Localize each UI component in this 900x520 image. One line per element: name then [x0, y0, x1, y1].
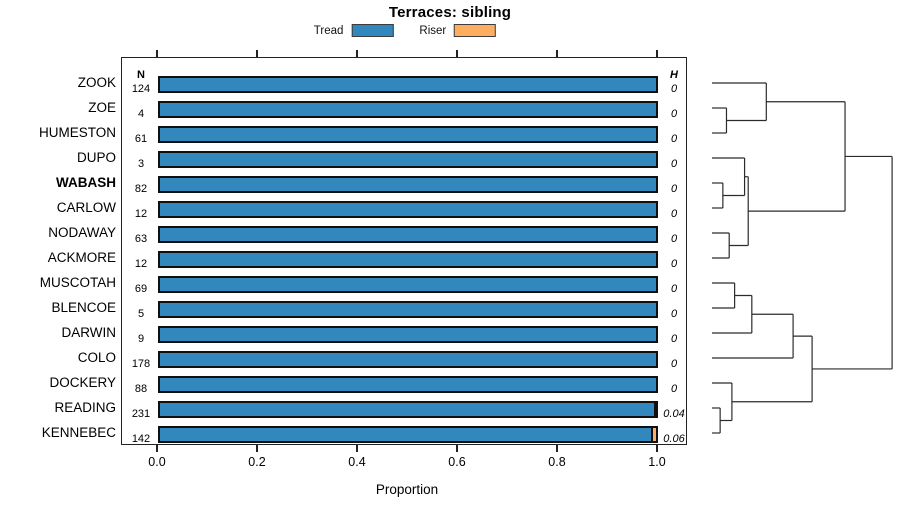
category-label: DOCKERY	[49, 375, 116, 390]
category-label: DUPO	[76, 150, 116, 165]
x-tick-label: 0.2	[248, 455, 266, 469]
legend-swatch-tread	[351, 24, 394, 37]
proportion-bar	[158, 400, 658, 418]
dendrogram	[712, 82, 893, 434]
category-label: ZOE	[88, 100, 116, 115]
h-value: 0	[670, 258, 678, 270]
proportion-bar	[158, 100, 658, 118]
bottom-tick	[256, 445, 258, 452]
legend-item-tread: Tread	[314, 24, 394, 37]
n-value: 5	[137, 308, 145, 320]
proportion-bar	[158, 300, 658, 318]
proportion-bar	[158, 375, 658, 393]
n-value: 4	[137, 108, 145, 120]
bottom-tick	[156, 445, 158, 452]
n-value: 9	[137, 333, 145, 345]
x-tick-label: 0.0	[148, 455, 166, 469]
proportion-bar	[158, 200, 658, 218]
bottom-tick	[556, 445, 558, 452]
category-label: KENNEBEC	[41, 425, 116, 440]
legend: Tread Riser	[314, 24, 497, 37]
n-value: 61	[134, 133, 148, 145]
proportion-bar	[158, 150, 658, 168]
proportion-bar	[158, 350, 658, 368]
x-tick-label: 1.0	[648, 455, 666, 469]
category-label: MUSCOTAH	[39, 275, 116, 290]
n-value: 12	[134, 208, 148, 220]
n-value: 124	[131, 83, 151, 95]
h-value: 0	[670, 383, 678, 395]
n-value: 82	[134, 183, 148, 195]
bottom-tick	[356, 445, 358, 452]
h-column-header: H	[670, 69, 678, 81]
proportion-bar	[158, 175, 658, 193]
x-tick-label: 0.6	[448, 455, 466, 469]
n-value: 178	[131, 358, 151, 370]
n-column-header: N	[137, 69, 145, 81]
top-tick	[556, 50, 558, 57]
h-value: 0	[670, 83, 678, 95]
bottom-tick	[656, 445, 658, 452]
n-value: 88	[134, 383, 148, 395]
legend-label-riser: Riser	[419, 24, 447, 37]
n-value: 231	[131, 408, 151, 420]
category-label: ZOOK	[77, 75, 116, 90]
h-value: 0	[670, 133, 678, 145]
proportion-bar	[158, 125, 658, 143]
top-tick	[256, 50, 258, 57]
h-value: 0	[670, 108, 678, 120]
proportion-bar	[158, 325, 658, 343]
category-label: DARWIN	[61, 325, 116, 340]
h-value: 0	[670, 183, 678, 195]
proportion-bar	[158, 425, 658, 443]
legend-label-tread: Tread	[313, 24, 344, 37]
top-tick	[656, 50, 658, 57]
chart-title: Terraces: sibling	[388, 4, 512, 21]
n-value: 63	[134, 233, 148, 245]
proportion-bar	[158, 75, 658, 93]
n-value: 69	[134, 283, 148, 295]
h-value: 0	[670, 158, 678, 170]
h-value: 0	[670, 233, 678, 245]
category-label: ACKMORE	[47, 250, 116, 265]
proportion-bar	[158, 250, 658, 268]
top-tick	[356, 50, 358, 57]
x-axis-title: Proportion	[375, 482, 439, 497]
top-tick	[456, 50, 458, 57]
category-label: BLENCOE	[51, 300, 116, 315]
category-label: CARLOW	[56, 200, 116, 215]
x-tick-label: 0.4	[348, 455, 366, 469]
h-value: 0	[670, 283, 678, 295]
legend-swatch-riser	[454, 24, 497, 37]
riser-segment	[651, 427, 656, 441]
category-label: NODAWAY	[48, 225, 116, 240]
h-value: 0.04	[663, 408, 685, 420]
proportion-bar	[158, 275, 658, 293]
h-value: 0	[670, 208, 678, 220]
x-tick-label: 0.8	[548, 455, 566, 469]
n-value: 142	[131, 433, 151, 445]
riser-segment	[654, 402, 656, 416]
h-value: 0	[670, 308, 678, 320]
proportion-bar	[158, 225, 658, 243]
category-label: READING	[54, 400, 116, 415]
h-value: 0.06	[663, 433, 685, 445]
h-value: 0	[670, 333, 678, 345]
bottom-tick	[456, 445, 458, 452]
category-label: HUMESTON	[38, 125, 116, 140]
category-label: WABASH	[56, 175, 116, 190]
top-tick	[156, 50, 158, 57]
h-value: 0	[670, 358, 678, 370]
category-label: COLO	[77, 350, 116, 365]
bar-panel: N H 124 0 4 0 61 0 3 0 82 0 12 0 63 0 12 0 69 0 5 0 9 0 178 0 88…	[121, 57, 687, 445]
n-value: 12	[134, 258, 148, 270]
legend-item-riser: Riser	[419, 24, 497, 37]
n-value: 3	[137, 158, 145, 170]
